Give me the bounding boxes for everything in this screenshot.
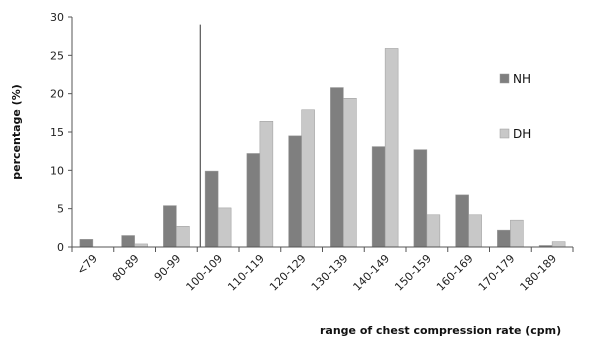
y-axis: 0 5 10 15 20 25 30 <box>50 11 73 254</box>
x-tick-label: 80-89 <box>110 252 142 284</box>
bar-nh-10 <box>497 229 511 248</box>
x-axis: <79 80-89 90-99 100-109 110-119 120-129 130-13… <box>71 246 574 294</box>
bar-dh-11 <box>551 241 566 248</box>
bar-dh-3 <box>217 207 232 248</box>
bar-nh-4 <box>246 153 261 248</box>
bar-dh-8 <box>426 214 441 248</box>
y-tick-label: 30 <box>50 11 64 24</box>
x-tick-label: 90-99 <box>152 252 184 284</box>
bar-dh-10 <box>510 219 524 248</box>
bar-dh-4 <box>259 121 274 248</box>
legend-label-dh: DH <box>513 127 531 141</box>
bar-nh-2 <box>163 205 177 248</box>
bar-dh-6 <box>343 98 357 248</box>
bar-nh-5 <box>288 135 302 248</box>
bar-nh-0 <box>79 239 94 248</box>
x-tick-label: 130-139 <box>309 252 351 294</box>
x-axis-title: range of chest compression rate (cpm) <box>320 324 561 337</box>
x-tick-label: 140-149 <box>351 252 393 294</box>
bar-dh-5 <box>301 109 315 248</box>
y-tick-label: 0 <box>57 241 64 254</box>
bar-dh-7 <box>384 48 399 248</box>
y-tick-label: 5 <box>57 203 64 216</box>
x-tick-label: 120-129 <box>267 252 309 294</box>
legend-label-nh: NH <box>513 72 531 86</box>
bar-nh-3 <box>204 170 219 248</box>
x-tick-label: 160-169 <box>434 252 476 294</box>
x-tick-label: <79 <box>74 252 100 278</box>
bar-nh-9 <box>455 194 469 248</box>
y-tick-label: 15 <box>50 126 64 139</box>
y-tick-label: 25 <box>50 49 64 62</box>
bar-nh-8 <box>413 149 428 248</box>
x-tick-label: 150-159 <box>392 252 434 294</box>
x-tick-label: 180-189 <box>518 252 560 294</box>
legend: NH DH <box>499 72 531 141</box>
x-tick-label: 110-119 <box>225 252 267 294</box>
legend-swatch-nh <box>499 73 510 84</box>
bar-nh-6 <box>330 87 344 248</box>
bar-dh-9 <box>468 214 482 248</box>
y-axis-title: percentage (%) <box>10 84 23 180</box>
y-tick-label: 10 <box>50 164 64 177</box>
bar-nh-7 <box>371 146 386 248</box>
x-tick-label: 170-179 <box>476 252 518 294</box>
bar-dh-2 <box>176 226 190 248</box>
plot-area <box>79 24 566 248</box>
bar-nh-1 <box>121 235 135 248</box>
legend-swatch-dh <box>499 128 510 139</box>
y-tick-label: 20 <box>50 88 64 101</box>
x-tick-label: 100-109 <box>184 252 226 294</box>
